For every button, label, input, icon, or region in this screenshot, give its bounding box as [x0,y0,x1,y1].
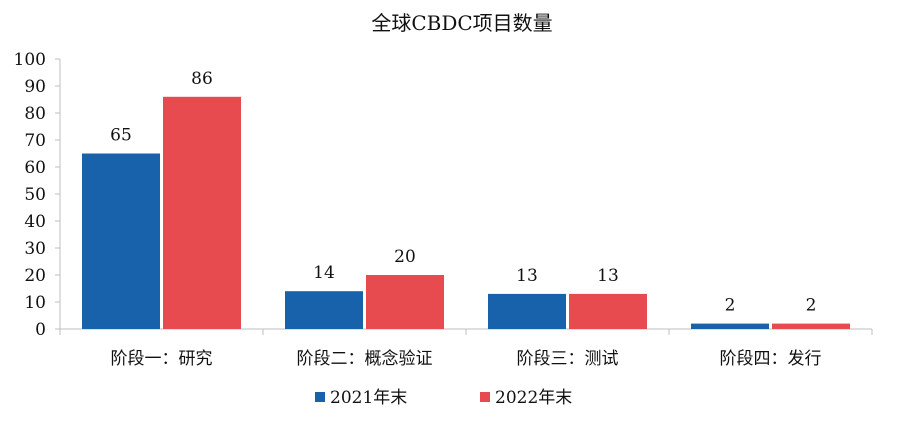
data-label: 13 [516,266,538,286]
bar-series-2 [569,293,647,329]
bars [82,96,850,329]
legend-swatch [480,392,490,402]
data-labels: 65 14 13 2 86 20 13 2 [110,69,816,316]
y-tick-label: 20 [24,266,46,286]
data-label: 2 [806,296,817,316]
bar-series-2 [366,275,444,329]
y-tick-label: 30 [24,239,46,259]
x-category-label: 阶段三：测试 [517,349,619,369]
data-label: 20 [394,247,416,267]
y-tick-label: 90 [24,77,46,97]
x-axis: 阶段一：研究 阶段二：概念验证 阶段三：测试 阶段四：发行 [59,328,873,369]
y-tick-label: 100 [14,50,46,70]
x-category-label: 阶段一：研究 [111,349,213,369]
y-tick-label: 70 [24,131,46,151]
legend-swatch [315,392,325,402]
y-tick-label: 0 [35,320,46,340]
legend: 2021年末 2022年末 [315,388,572,408]
y-axis: 0 10 20 30 40 50 60 70 80 90 100 [14,50,61,340]
bar-series-1 [82,153,160,329]
bar-series-1 [488,293,566,329]
data-label: 2 [725,296,736,316]
bar-series-2 [772,323,850,329]
y-tick-label: 50 [24,185,46,205]
data-label: 86 [191,69,213,89]
legend-label: 2021年末 [330,388,407,408]
bar-series-2 [163,96,241,329]
legend-label: 2022年末 [495,388,572,408]
y-tick-label: 60 [24,158,46,178]
bar-series-1 [691,323,769,329]
x-category-label: 阶段四：发行 [720,349,822,369]
y-tick-label: 10 [24,293,46,313]
x-category-label: 阶段二：概念验证 [297,348,433,369]
y-tick-label: 40 [24,212,46,232]
chart-title: 全球CBDC项目数量 [371,11,552,35]
data-label: 65 [110,126,132,146]
data-label: 14 [313,263,335,283]
data-label: 13 [597,266,619,286]
y-tick-label: 80 [24,104,46,124]
bar-series-1 [285,291,363,329]
